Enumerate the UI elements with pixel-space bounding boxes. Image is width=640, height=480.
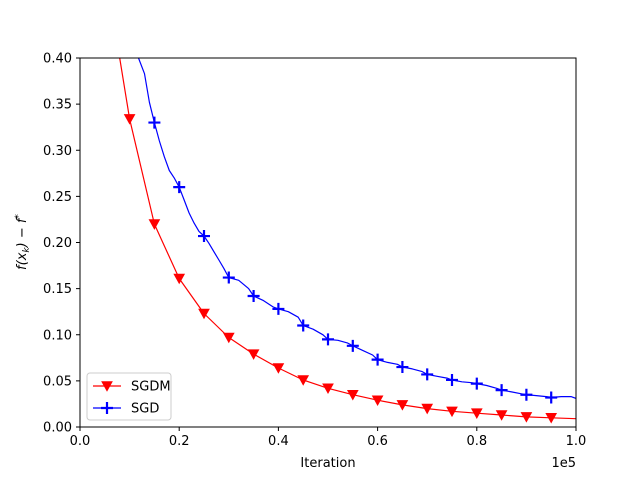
series-line-sgdm <box>119 58 576 420</box>
data-point-sgdm <box>396 400 409 411</box>
data-point-sgd <box>322 333 334 346</box>
x-axis-label: Iteration <box>300 456 355 471</box>
legend-marker-sgdm <box>101 381 113 392</box>
data-point-sgd <box>421 368 434 381</box>
marker-layer <box>123 114 558 424</box>
y-tick-label: 0.25 <box>43 190 72 205</box>
data-point-sgdm <box>148 219 161 230</box>
data-point-sgdm <box>322 383 334 395</box>
y-tick-label: 0.05 <box>43 374 72 389</box>
y-tick-label: 0.35 <box>43 98 72 113</box>
data-point-sgd <box>173 181 186 194</box>
x-tick-label: 0.6 <box>367 434 388 449</box>
data-point-sgd <box>520 388 533 401</box>
data-point-sgd <box>148 116 161 129</box>
data-point-sgd <box>222 271 235 284</box>
data-point-sgdm <box>272 363 285 374</box>
x-tick-label: 0.0 <box>70 434 91 449</box>
legend: SGDM SGD <box>86 372 172 421</box>
data-point-sgdm <box>371 395 384 407</box>
data-point-sgdm <box>470 408 483 419</box>
data-point-sgdm <box>297 375 310 386</box>
data-point-sgdm <box>247 349 260 360</box>
x-axis-offset-label: 1e5 <box>551 456 576 471</box>
data-point-sgdm <box>123 114 136 125</box>
y-tick-label: 0.30 <box>43 144 72 159</box>
data-point-sgdm <box>198 308 210 320</box>
y-tick-label: 0.15 <box>43 282 72 297</box>
data-point-sgdm <box>346 389 359 401</box>
data-point-sgd <box>346 339 359 352</box>
data-point-sgd <box>272 302 285 315</box>
data-point-sgd <box>545 391 558 404</box>
x-tick-label: 0.2 <box>169 434 190 449</box>
data-point-sgd <box>470 377 483 390</box>
data-point-sgdm <box>495 410 508 421</box>
x-axis: 0.0 0.2 0.4 0.6 0.8 1.0 <box>70 427 587 449</box>
data-point-sgd <box>371 353 384 366</box>
y-tick-label: 0.20 <box>43 236 72 251</box>
data-point-sgdm <box>446 406 458 418</box>
x-tick-label: 0.8 <box>466 434 487 449</box>
y-tick-label: 0.40 <box>43 52 72 67</box>
data-point-sgdm <box>173 273 186 285</box>
data-point-sgd <box>396 361 409 374</box>
data-point-sgd <box>247 290 260 303</box>
y-axis: 0.00 0.05 0.10 0.15 0.20 0.25 0.30 0.35 0.40 <box>43 52 80 436</box>
data-point-sgdm <box>520 412 533 423</box>
legend-label-sgd: SGD <box>131 402 159 417</box>
legend-marker-sgd <box>101 402 113 414</box>
y-axis-label: f(xk) − f* <box>14 214 32 270</box>
data-point-sgd <box>198 230 210 243</box>
data-point-sgd <box>495 384 508 397</box>
x-tick-label: 0.4 <box>268 434 289 449</box>
legend-label-sgdm: SGDM <box>131 380 171 395</box>
y-tick-label: 0.00 <box>43 421 72 436</box>
x-tick-label: 1.0 <box>566 434 587 449</box>
y-tick-label: 0.10 <box>43 328 72 343</box>
data-point-sgdm <box>421 403 434 415</box>
data-point-sgd <box>446 373 458 386</box>
data-point-sgdm <box>545 413 558 424</box>
data-point-sgd <box>297 319 310 332</box>
data-point-sgdm <box>222 332 235 344</box>
